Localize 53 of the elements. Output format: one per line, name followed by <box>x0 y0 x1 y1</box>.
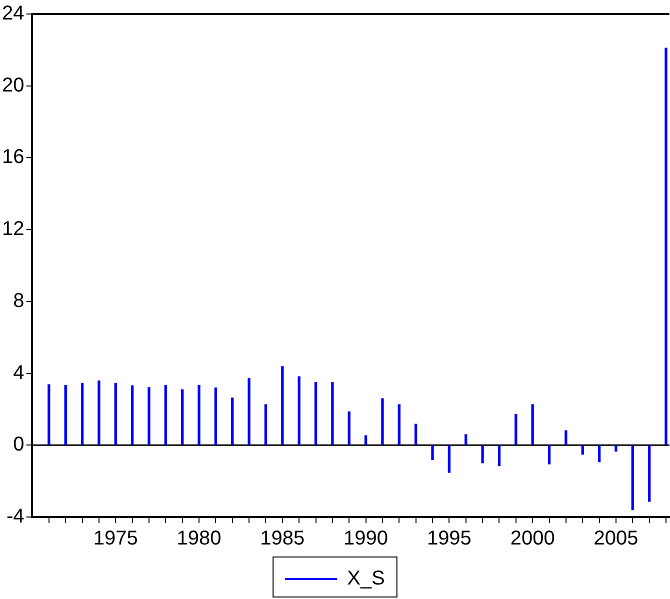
bar <box>231 398 234 445</box>
bar <box>80 382 84 445</box>
bar <box>448 445 451 473</box>
bar <box>414 424 418 445</box>
bar <box>564 430 568 445</box>
x-tick-label: 1980 <box>176 528 222 550</box>
x-tick-label: 1985 <box>260 528 305 550</box>
bar <box>598 445 601 462</box>
bar <box>114 382 117 445</box>
y-tick-label: 4 <box>13 362 24 384</box>
bar <box>130 385 134 445</box>
bar <box>48 384 50 445</box>
bar <box>281 366 284 445</box>
x-tick-label: 2005 <box>594 528 638 550</box>
bar <box>398 404 400 445</box>
bar <box>431 445 434 460</box>
bar <box>98 380 100 445</box>
bar <box>181 389 184 445</box>
bar <box>498 445 501 466</box>
bar <box>614 445 618 452</box>
bar <box>164 384 167 445</box>
bar <box>314 382 318 445</box>
bar <box>464 434 468 445</box>
bar <box>364 435 368 445</box>
y-tick-label: 0 <box>13 434 24 456</box>
bar <box>248 378 250 445</box>
y-tick-label: 12 <box>2 218 24 240</box>
x-tick-label: 1995 <box>426 528 472 550</box>
bar <box>581 445 584 455</box>
bar <box>64 384 67 445</box>
bar <box>198 384 200 445</box>
y-tick-label: 16 <box>2 146 24 168</box>
bar <box>481 445 484 464</box>
bar <box>531 404 534 445</box>
bar <box>264 404 268 445</box>
bar <box>648 445 651 502</box>
bar <box>381 398 384 445</box>
x-tick-label: 1975 <box>93 528 138 550</box>
bar <box>348 411 350 445</box>
y-tick-label: 8 <box>13 290 24 312</box>
x-tick-label: 2000 <box>510 528 555 550</box>
bar <box>298 376 300 445</box>
bar <box>514 414 518 445</box>
bar <box>548 445 551 464</box>
bar <box>148 387 150 445</box>
y-tick-label: 24 <box>2 2 24 25</box>
bar <box>214 388 218 445</box>
y-tick-label: -4 <box>6 506 24 528</box>
bar <box>331 382 334 445</box>
legend-label: X_S <box>347 568 385 590</box>
bar <box>631 445 634 510</box>
x-tick-label: 1990 <box>344 528 388 550</box>
y-tick-label: 20 <box>2 74 24 96</box>
